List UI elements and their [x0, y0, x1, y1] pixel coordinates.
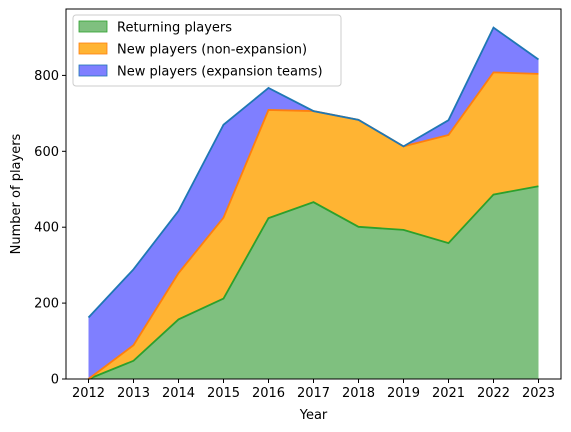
area-series-1 — [88, 72, 539, 379]
x-tick-label: 2012 — [72, 386, 105, 401]
x-tick-label: 2022 — [477, 386, 510, 401]
x-tick-label: 2021 — [432, 386, 465, 401]
y-tick-label: 200 — [34, 297, 59, 312]
y-tick-label: 800 — [34, 69, 59, 84]
legend-items: Returning players New players (non-expans… — [78, 20, 323, 80]
legend-swatch-2 — [78, 64, 108, 77]
series-lines — [87, 26, 540, 380]
legend: Returning players New players (non-expans… — [72, 14, 342, 87]
x-axis-label: Year — [299, 408, 328, 423]
x-tick-label: 2019 — [387, 386, 420, 401]
x-axis-ticks: 2012 2013 2014 2015 2016 2017 2018 2019 2021 2022… — [72, 379, 555, 401]
legend-swatch-1 — [78, 42, 108, 55]
x-tick-label: 2023 — [522, 386, 555, 401]
x-tick-label: 2017 — [297, 386, 330, 401]
x-tick-label: 2016 — [252, 386, 285, 401]
legend-label-2: New players (expansion teams) — [117, 65, 323, 80]
x-tick-label: 2014 — [162, 386, 195, 401]
line-series-2 — [87, 26, 540, 319]
legend-box — [72, 14, 342, 87]
y-tick-label: 600 — [34, 145, 59, 160]
legend-swatch-0 — [78, 20, 108, 33]
line-series-0 — [88, 185, 539, 380]
legend-label-1: New players (non-expansion) — [117, 43, 307, 58]
x-tick-label: 2013 — [117, 386, 150, 401]
y-axis-label: Number of players — [9, 133, 24, 254]
y-tick-label: 0 — [51, 373, 59, 388]
x-tick-label: 2018 — [342, 386, 375, 401]
x-tick-label: 2015 — [207, 386, 240, 401]
y-tick-label: 400 — [34, 221, 59, 236]
legend-label-0: Returning players — [117, 21, 232, 36]
y-axis-ticks: 0 200 400 600 800 — [34, 69, 66, 388]
area-series-0 — [88, 186, 539, 379]
